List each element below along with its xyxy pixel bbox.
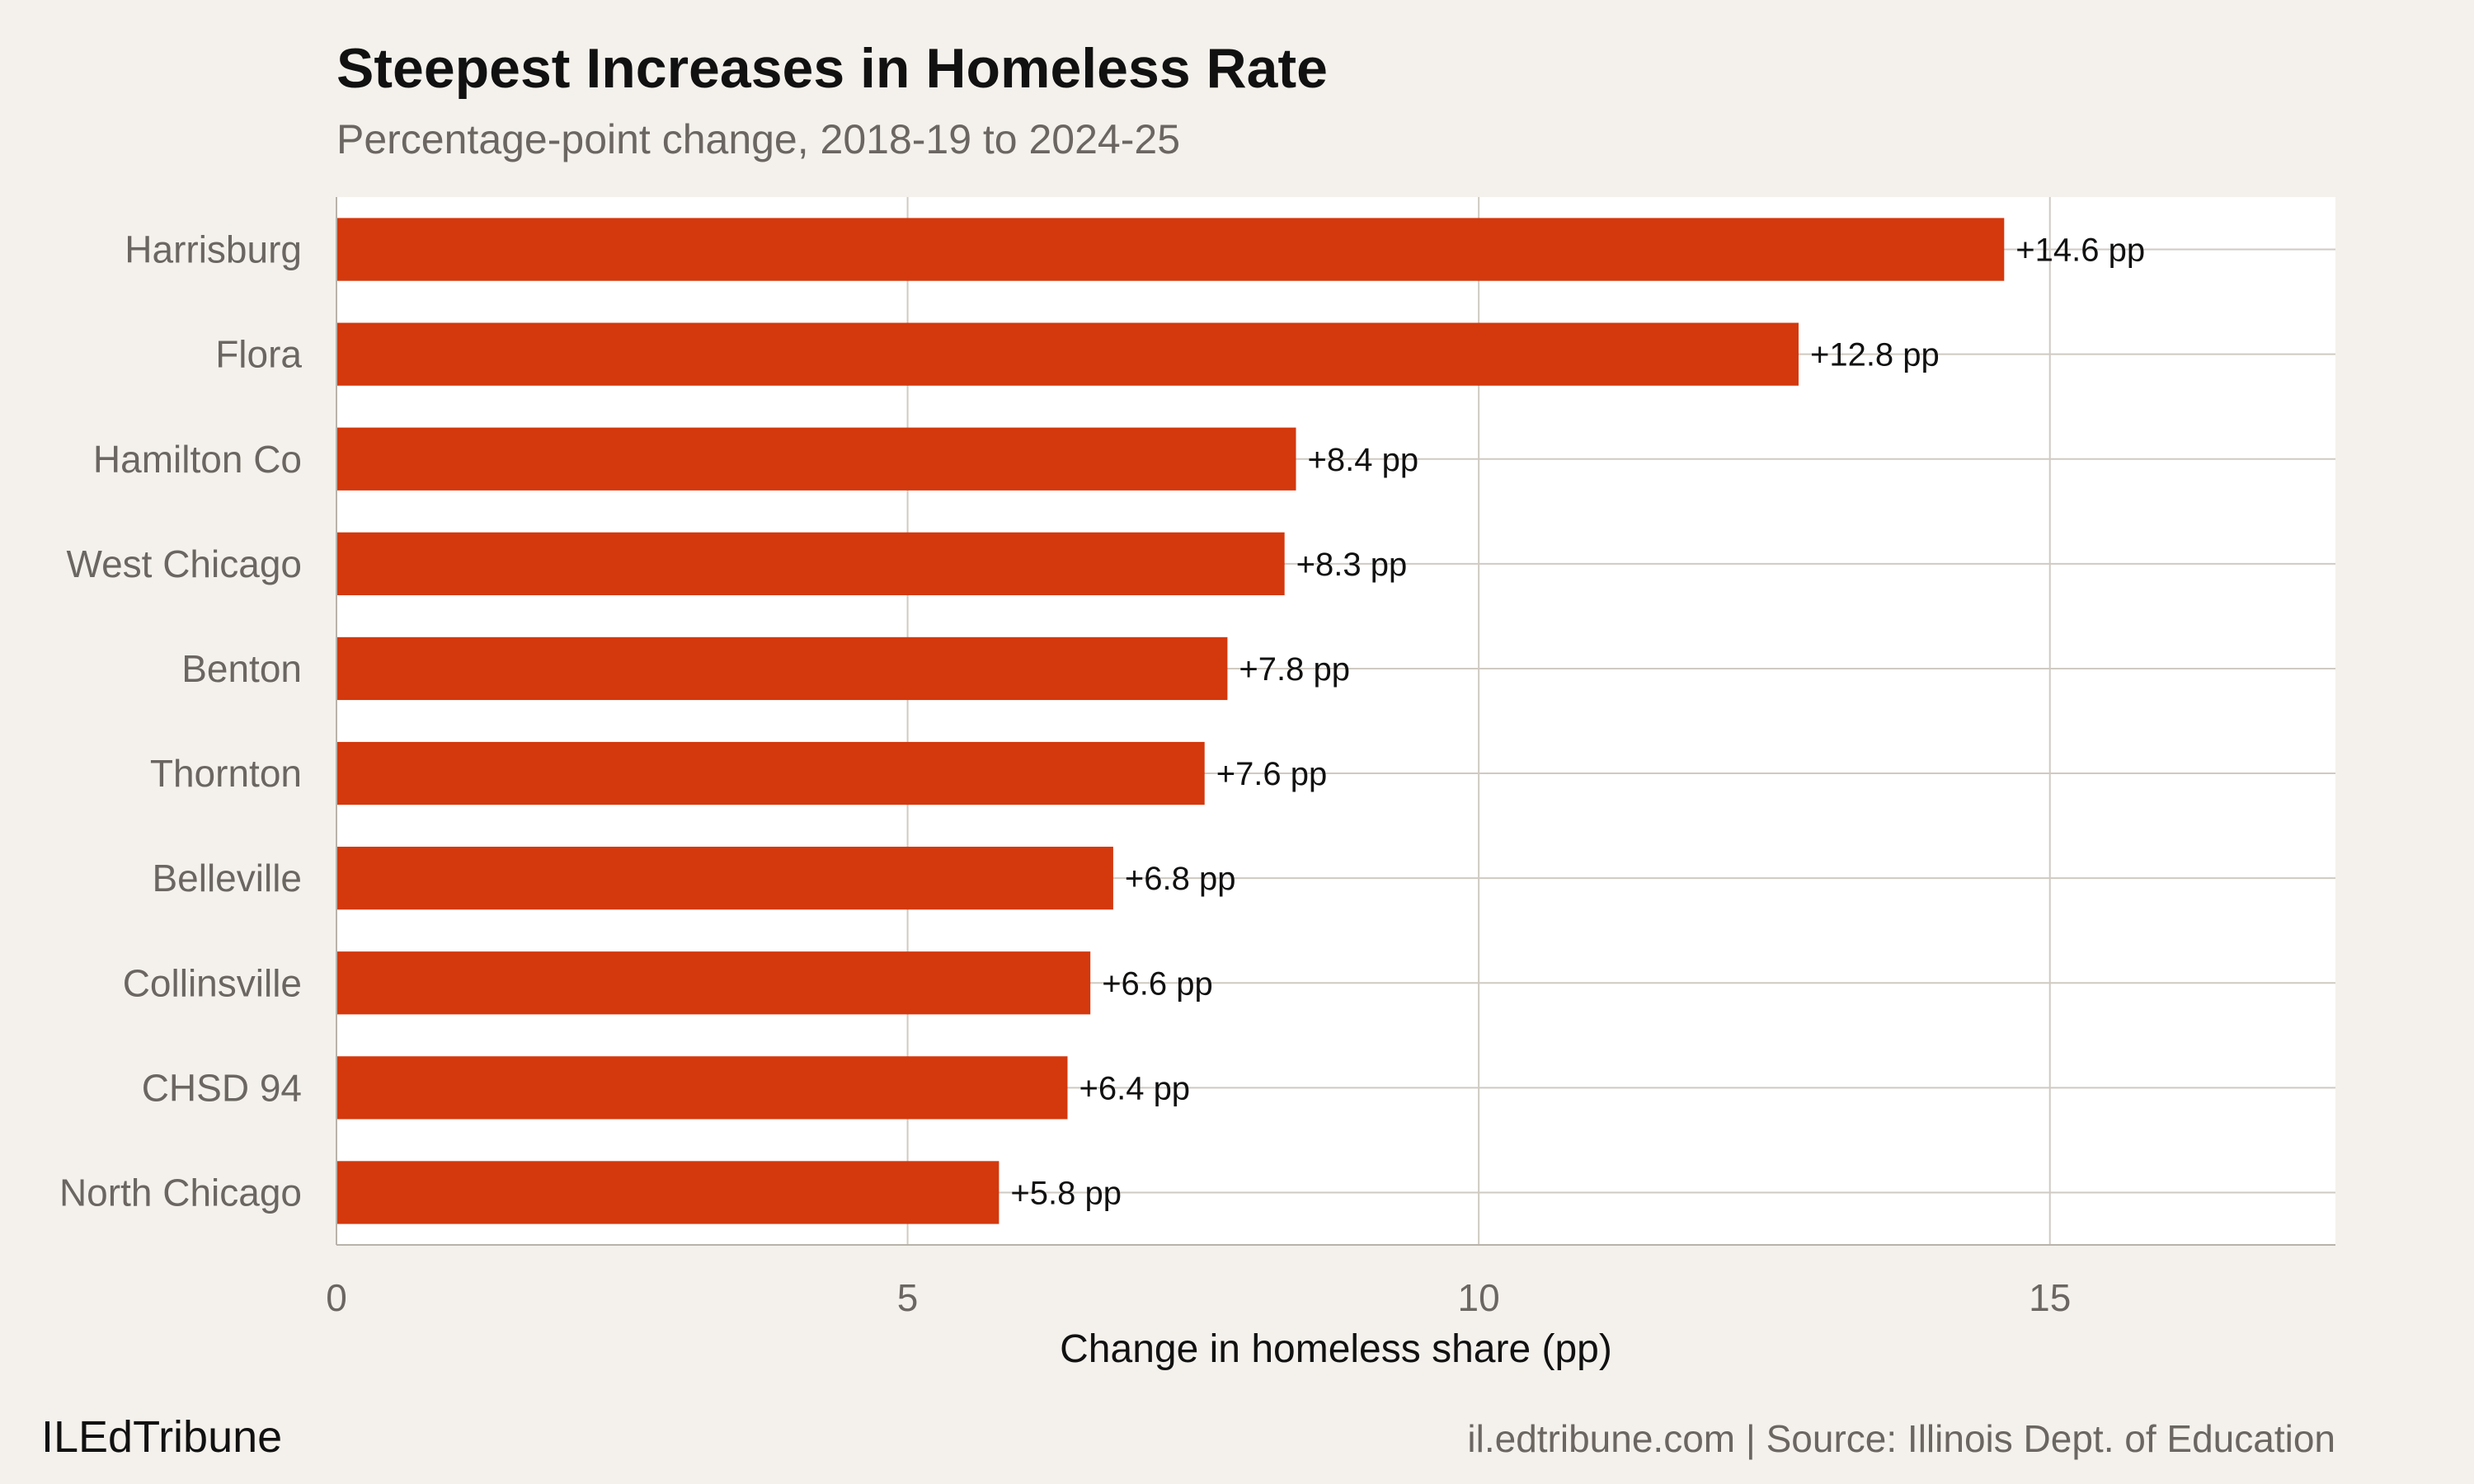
y-tick-label: West Chicago <box>66 542 302 585</box>
data-label: +6.4 pp <box>1079 1070 1190 1106</box>
x-tick-label: 0 <box>326 1276 347 1319</box>
x-tick-label: 10 <box>1458 1276 1500 1319</box>
brand-logo-text: ILEdTribune <box>41 1412 283 1462</box>
y-tick-label: Belleville <box>152 857 302 899</box>
chart-subtitle: Percentage-point change, 2018-19 to 2024… <box>336 116 1180 162</box>
data-label: +14.6 pp <box>2015 232 2145 269</box>
data-label: +7.6 pp <box>1216 756 1328 792</box>
data-label: +5.8 pp <box>1010 1175 1122 1211</box>
source-note: il.edtribune.com | Source: Illinois Dept… <box>1467 1417 2335 1460</box>
bar <box>336 741 1205 805</box>
y-tick-label: Hamilton Co <box>93 438 302 481</box>
data-label: +12.8 pp <box>1810 337 1940 373</box>
x-tick-label: 15 <box>2029 1276 2071 1319</box>
y-tick-label: Harrisburg <box>125 228 302 271</box>
bar <box>336 951 1091 1015</box>
bar <box>336 847 1113 910</box>
y-tick-label: Thornton <box>150 752 302 795</box>
y-tick-label: North Chicago <box>59 1171 302 1214</box>
bar <box>336 322 1799 386</box>
x-tick-label: 5 <box>897 1276 919 1319</box>
data-label: +8.4 pp <box>1308 442 1419 478</box>
y-tick-label: Flora <box>215 333 302 376</box>
data-label: +7.8 pp <box>1239 651 1350 688</box>
x-axis-title: Change in homeless share (pp) <box>1060 1327 1612 1371</box>
data-label: +6.8 pp <box>1125 861 1236 897</box>
y-tick-label: Collinsville <box>123 961 302 1004</box>
y-tick-label: CHSD 94 <box>142 1066 302 1109</box>
bar <box>336 218 2005 281</box>
data-label: +8.3 pp <box>1296 547 1408 583</box>
y-tick-label: Benton <box>181 647 302 690</box>
bar <box>336 1056 1068 1120</box>
bar <box>336 427 1296 491</box>
bar <box>336 1161 999 1224</box>
bar <box>336 532 1285 595</box>
data-label: +6.6 pp <box>1102 965 1213 1002</box>
chart-title: Steepest Increases in Homeless Rate <box>336 37 1328 100</box>
bar <box>336 636 1228 701</box>
